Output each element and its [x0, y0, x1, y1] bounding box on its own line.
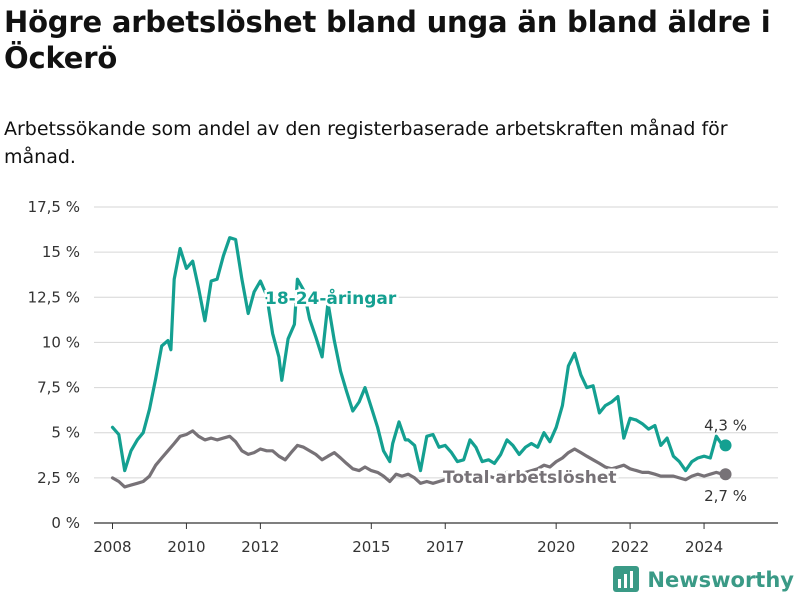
y-tick-label: 12,5 % — [28, 288, 80, 306]
brand-name: Newsworthy — [647, 568, 794, 592]
y-tick-label: 10 % — [42, 333, 80, 351]
series-end-point — [719, 439, 732, 452]
x-tick-label: 2012 — [241, 538, 279, 556]
bar-chart-logo-icon — [613, 566, 640, 592]
series-line — [110, 429, 725, 489]
y-tick-label: 15 % — [42, 243, 80, 261]
series-name-label: 18-24-åringar — [265, 287, 397, 309]
series-end-value-label: 2,7 % — [704, 487, 747, 505]
y-tick-label: 5 % — [51, 424, 80, 442]
series-end-value-label: 4,3 % — [704, 416, 747, 434]
x-tick-label: 2024 — [685, 538, 723, 556]
y-tick-label: 2,5 % — [37, 469, 80, 487]
x-tick-label: 2017 — [426, 538, 464, 556]
y-tick-label: 17,5 % — [28, 198, 80, 216]
chart-subtitle: Arbetssökande som andel av den registerb… — [4, 118, 728, 168]
x-tick-label: 2008 — [93, 538, 131, 556]
series-end-point — [719, 468, 732, 481]
series-name-label: Total arbetslöshet — [443, 468, 617, 488]
series-line — [110, 236, 725, 473]
y-tick-label: 7,5 % — [37, 379, 80, 397]
x-tick-label: 2015 — [352, 538, 390, 556]
x-tick-label: 2010 — [167, 538, 205, 556]
x-tick-label: 2022 — [611, 538, 649, 556]
newsworthy-brand: Newsworthy — [613, 566, 794, 594]
x-tick-label: 2020 — [537, 538, 575, 556]
chart-title: Högre arbetslöshet bland unga än bland ä… — [4, 5, 771, 75]
y-tick-label: 0 % — [51, 514, 80, 532]
